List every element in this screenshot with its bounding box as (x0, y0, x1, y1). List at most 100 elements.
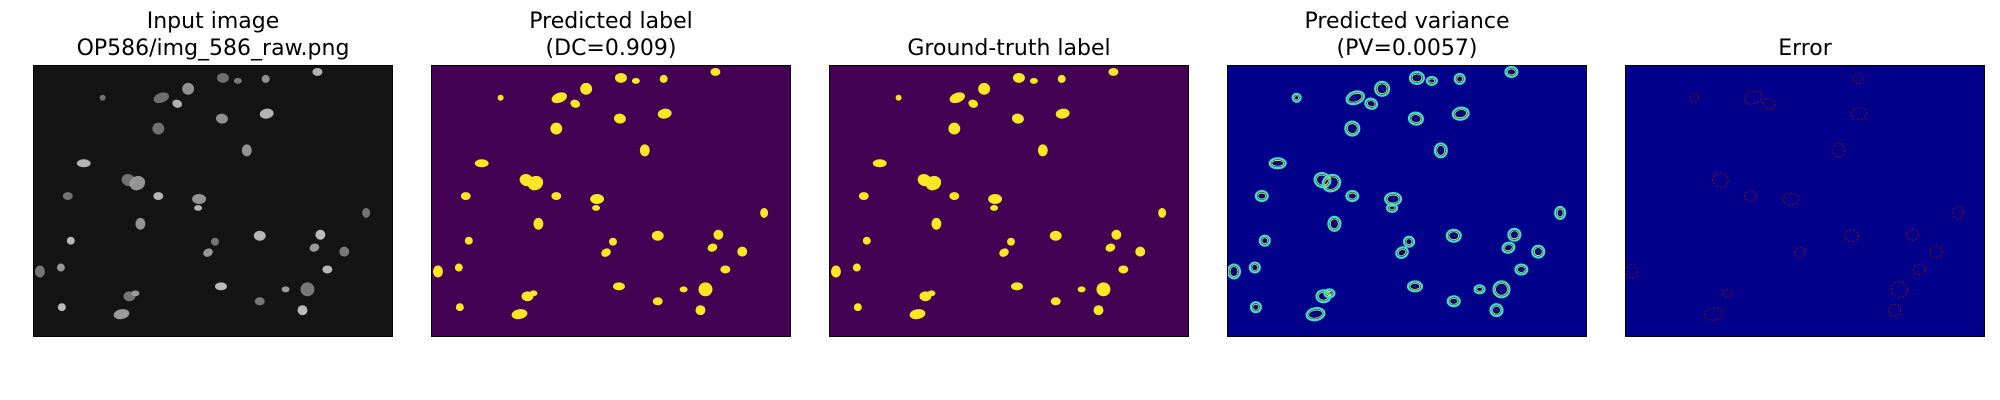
error-ring (1626, 264, 1639, 279)
variance-ring-inner (1449, 297, 1459, 305)
variance-ring (1531, 244, 1546, 259)
nucleus-blob (131, 290, 140, 297)
nucleus-blob (172, 99, 183, 108)
nucleus-label (948, 122, 961, 135)
nucleus-label (909, 309, 926, 320)
variance-ring (1489, 303, 1504, 318)
variance-ring (1407, 111, 1424, 126)
nucleus-blob (99, 94, 106, 101)
variance-ring (1327, 215, 1342, 232)
nucleus-label (1029, 77, 1038, 84)
nucleus-label (1093, 305, 1104, 316)
nucleus-label (1096, 282, 1111, 297)
error-ring (1891, 280, 1908, 298)
error-ring (1832, 142, 1846, 158)
nucleus-label (639, 144, 650, 157)
error-panel (1625, 65, 1985, 337)
variance-ring-inner (1229, 266, 1239, 277)
error-ring (1793, 246, 1807, 259)
variance-ring (1504, 66, 1519, 79)
predicted-variance-panel (1227, 65, 1587, 337)
nucleus-label (988, 194, 1003, 204)
nucleus-label (1012, 72, 1025, 83)
nucleus-label (737, 246, 748, 257)
nucleus-label (931, 217, 942, 230)
variance-ring (1554, 205, 1567, 220)
variance-ring (1408, 70, 1425, 85)
nucleus-blob (216, 72, 229, 83)
nucleus-label (455, 303, 464, 312)
nucleus-label (533, 217, 544, 230)
nucleus-label (570, 99, 581, 108)
variance-ring-inner (1476, 286, 1483, 292)
nucleus-blob (62, 192, 73, 201)
nucleus-blob (76, 159, 91, 168)
nucleus-blob (233, 77, 242, 84)
variance-ring-inner (1533, 247, 1543, 256)
nucleus-label (707, 243, 718, 252)
variance-ring (1453, 72, 1466, 85)
nucleus-label (464, 236, 473, 245)
nucleus-label (527, 175, 544, 191)
variance-ring-inner (1324, 176, 1339, 190)
nucleus-blob (241, 144, 252, 157)
error-image (1626, 66, 1984, 336)
nucleus-blob (192, 194, 207, 204)
variance-ring-inner (1397, 248, 1407, 257)
error-ring (1704, 307, 1723, 321)
variance-ring-inner (1454, 109, 1468, 119)
nucleus-label (590, 194, 605, 204)
nucleus-label (1055, 108, 1070, 119)
nucleus-blob (66, 236, 75, 245)
variance-ring-inner (1251, 264, 1259, 271)
nucleus-label (1007, 237, 1015, 246)
variance-ring-inner (1436, 145, 1446, 156)
variance-ring (1345, 90, 1366, 106)
nucleus-label (550, 122, 563, 135)
variance-ring-inner (1428, 78, 1436, 84)
predicted-label-panel (431, 65, 791, 337)
nucleus-label (612, 282, 625, 291)
variance-ring (1321, 173, 1342, 193)
nucleus-label (511, 309, 528, 320)
nucleus-label (652, 297, 663, 306)
variance-ring (1386, 202, 1399, 214)
variance-ring (1254, 189, 1269, 203)
error-ring (1690, 93, 1700, 103)
predicted-label-image (432, 66, 790, 336)
nucleus-label (720, 265, 731, 274)
nucleus-blob (182, 82, 195, 95)
nucleus-label (551, 92, 567, 104)
variance-ring-inner (1410, 114, 1422, 124)
nucleus-label (460, 192, 471, 201)
nucleus-label (830, 265, 841, 278)
nucleus-label (1111, 229, 1122, 240)
variance-ring (1425, 75, 1438, 86)
nucleus-blob (153, 192, 164, 201)
variance-ring (1433, 142, 1448, 159)
error-ring (1712, 172, 1729, 188)
nucleus-label (862, 236, 871, 245)
variance-ring-inner (1504, 244, 1513, 252)
nucleus-blob (203, 248, 213, 257)
nucleus-label (949, 92, 965, 104)
variance-ring (1451, 106, 1470, 121)
nucleus-blob (152, 122, 165, 135)
nucleus-label (978, 82, 991, 95)
nucleus-label (1049, 230, 1062, 241)
variance-ring-inner (1316, 174, 1329, 186)
nucleus-label (592, 204, 601, 211)
variance-ring-inner (1510, 230, 1519, 240)
nucleus-blob (261, 74, 270, 83)
nucleus-label (1050, 297, 1061, 306)
nucleus-label (927, 290, 936, 297)
variance-ring (1445, 228, 1462, 243)
variance-ring (1473, 284, 1486, 295)
nucleus-blob (211, 237, 219, 246)
variance-ring (1374, 80, 1391, 97)
input-image-panel (33, 65, 393, 337)
variance-ring-inner (1308, 309, 1323, 319)
nucleus-label (968, 99, 979, 108)
nucleus-label (454, 263, 463, 272)
nucleus-label (990, 204, 999, 211)
